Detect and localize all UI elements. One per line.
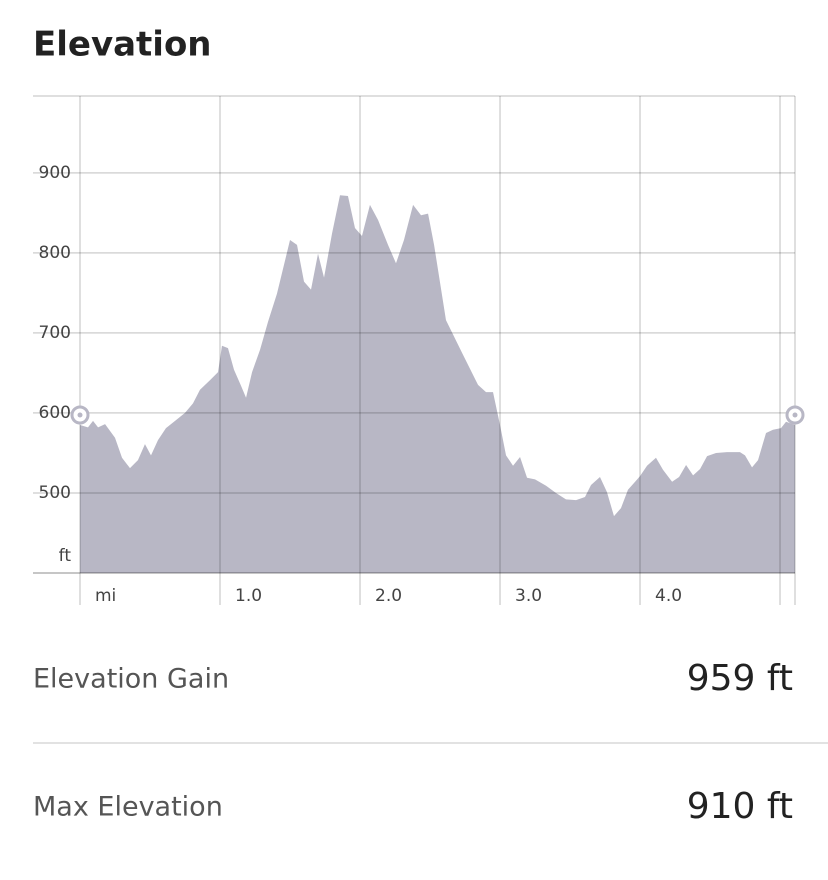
stat-label: Elevation Gain	[33, 664, 229, 695]
elevation-area	[80, 195, 795, 573]
y-tick-label: 700	[39, 323, 71, 343]
range-handle-dot	[77, 412, 83, 418]
y-tick-label: 900	[39, 163, 71, 183]
panel-title: Elevation	[33, 25, 212, 65]
y-tick-label: 500	[39, 483, 71, 503]
stat-label: Max Elevation	[33, 792, 223, 823]
y-unit-label: ft	[59, 546, 72, 566]
chart: 500 600 700 800 900 ft mi 1.0 2.0 3.0 4.0	[33, 95, 805, 606]
range-handle-dot	[792, 412, 798, 418]
y-tick-label: 800	[39, 243, 71, 263]
x-tick-label: 1.0	[235, 586, 262, 606]
x-tick-label: 4.0	[655, 586, 682, 606]
stat-value: 959 ft	[687, 658, 793, 699]
stat-value: 910 ft	[687, 786, 793, 827]
y-tick-label: 600	[39, 403, 71, 423]
x-tick-label: 2.0	[375, 586, 402, 606]
x-tick-label: mi	[95, 586, 116, 606]
x-tick-label: 3.0	[515, 586, 542, 606]
